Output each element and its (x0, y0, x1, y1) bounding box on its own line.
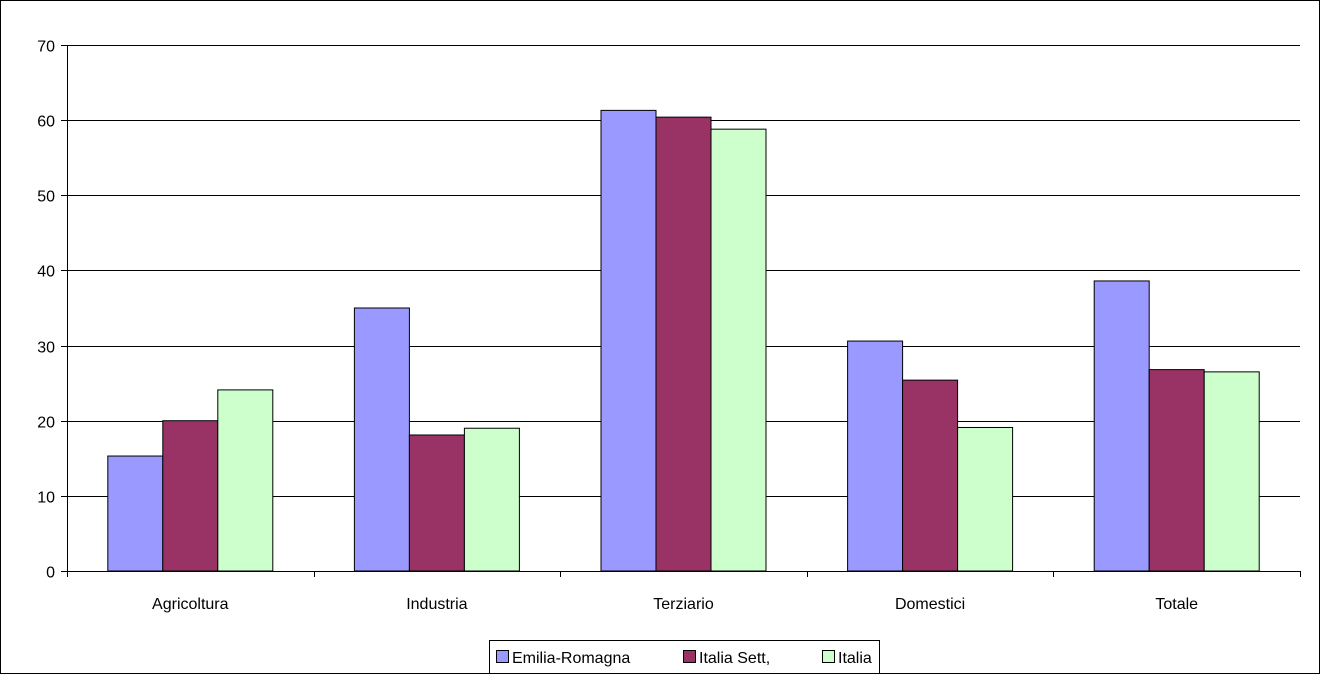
axes (61, 45, 1301, 577)
bar-agricoltura-series-1 (162, 420, 219, 572)
y-tick-label: 60 (37, 114, 55, 131)
y-tick-label: 0 (46, 565, 55, 582)
legend-swatch (822, 650, 835, 663)
bar-domestici-series-0 (847, 340, 904, 572)
legend-swatch (496, 650, 509, 663)
legend: Emilia-Romagna Italia Sett, Italia (489, 640, 880, 674)
bar-industria-series-0 (353, 307, 410, 572)
legend-label: Emilia-Romagna (512, 650, 630, 667)
legend-swatch (683, 650, 696, 663)
y-tick-label: 10 (37, 490, 55, 507)
y-tick-label: 20 (37, 415, 55, 432)
y-tick-label: 30 (37, 340, 55, 357)
x-tick-label: Totale (1155, 596, 1198, 613)
bar-industria-series-1 (408, 434, 465, 572)
bar-terziario-series-0 (600, 109, 657, 572)
legend-label: Italia Sett, (699, 650, 770, 667)
y-tick-label: 70 (37, 39, 55, 56)
legend-label: Italia (838, 650, 872, 667)
y-tick-label: 50 (37, 189, 55, 206)
x-tick-label: Industria (406, 596, 467, 613)
bar-terziario-series-2 (710, 128, 767, 572)
x-tick-label: Terziario (653, 596, 714, 613)
bar-domestici-series-2 (957, 426, 1014, 572)
y-tick-labels: 0 10 20 30 40 50 60 70 (37, 39, 55, 582)
bar-totale-series-2 (1203, 371, 1260, 572)
bar-totale-series-0 (1093, 280, 1150, 572)
y-tick-label: 40 (37, 264, 55, 281)
x-tick-label: Domestici (895, 596, 965, 613)
x-tick-labels: Agricoltura Industria Terziario Domestici To… (152, 596, 1198, 613)
bar-agricoltura-series-2 (217, 389, 274, 572)
bar-domestici-series-1 (902, 379, 959, 572)
bar-terziario-series-1 (655, 116, 712, 572)
bar-totale-series-1 (1148, 369, 1205, 572)
x-tick-label: Agricoltura (152, 596, 229, 613)
bars (107, 109, 1260, 572)
bar-agricoltura-series-0 (107, 455, 164, 572)
bar-industria-series-2 (463, 427, 520, 572)
